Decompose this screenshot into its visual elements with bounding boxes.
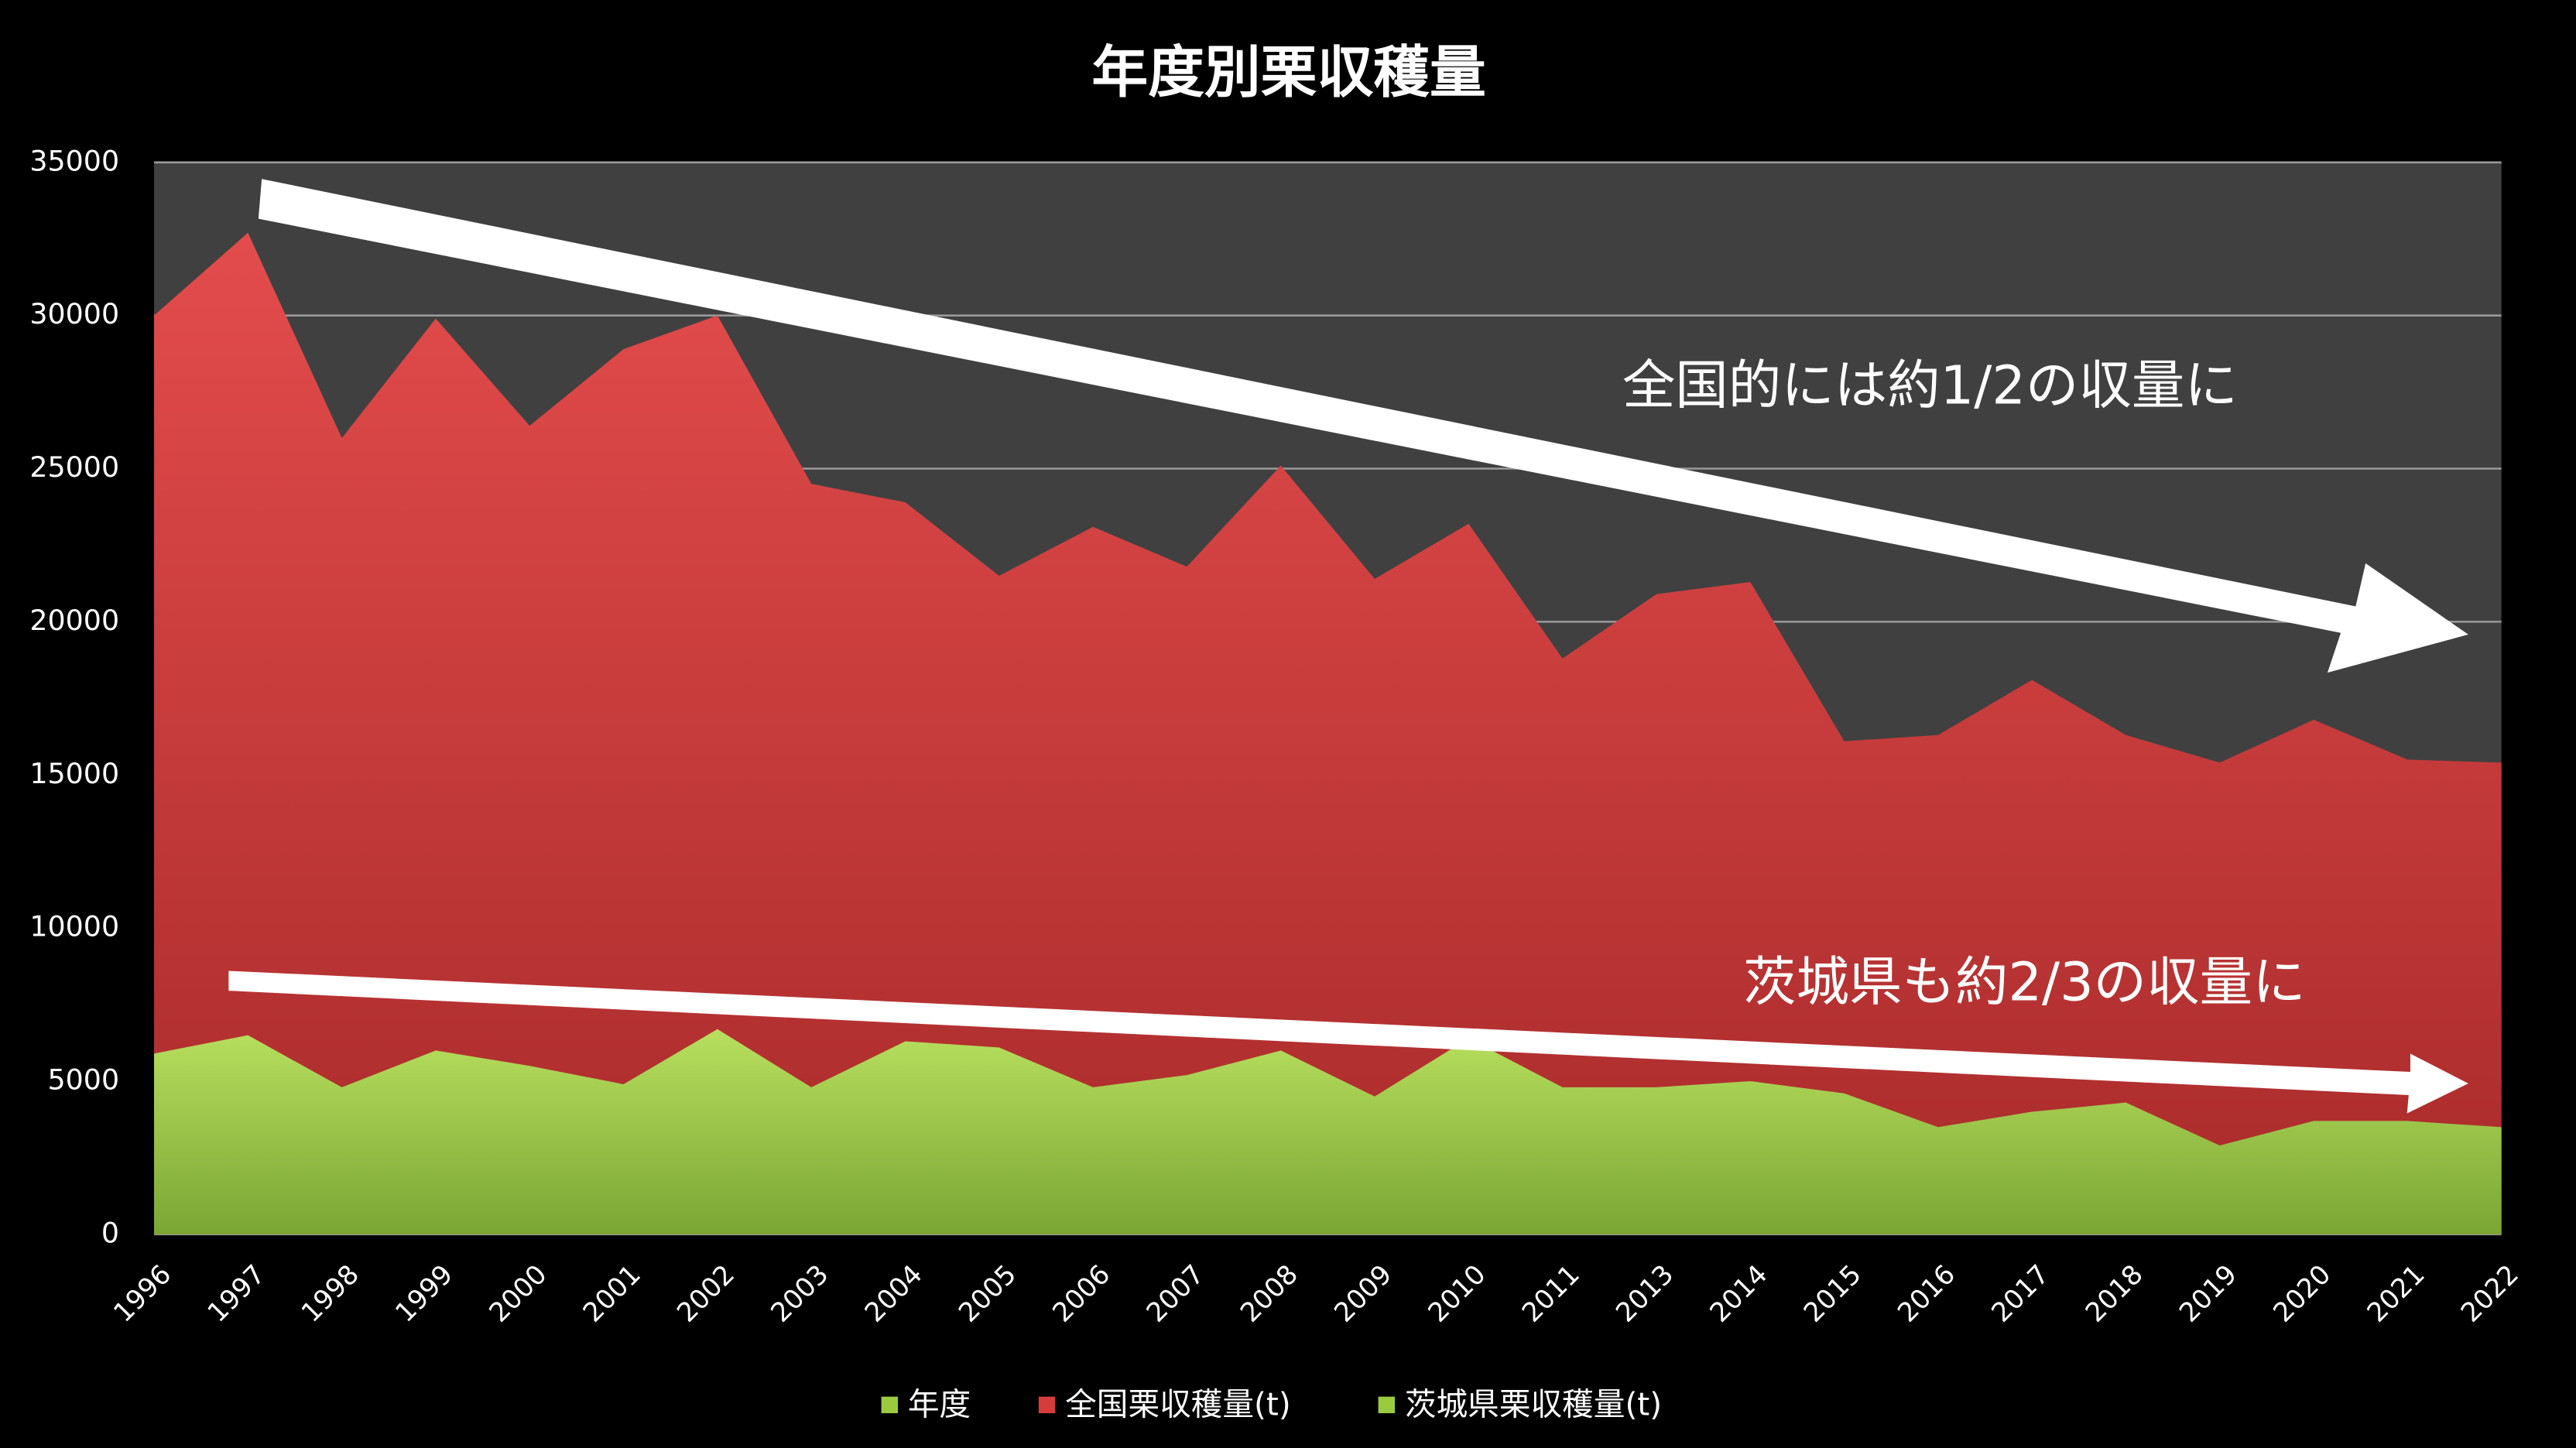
annotation: 茨城県も約2/3の収量に [1743,951,2305,1013]
y-tick-label: 0 [101,1216,119,1249]
trend-arrow [258,179,2468,673]
legend-label: 年度 [908,1385,971,1422]
annotation: 全国的には約1/2の収量に [1622,355,2238,417]
legend-marker [1378,1396,1396,1414]
y-tick-label: 15000 [29,757,119,790]
y-tick-label: 35000 [29,144,119,177]
trend-arrow [228,970,2468,1114]
y-tick-label: 10000 [29,910,119,943]
legend-marker [1038,1396,1056,1414]
area [154,1029,2502,1234]
legend-label: 全国栗収穫量(t) [1065,1385,1291,1422]
y-tick-label: 20000 [29,604,119,637]
legend-label: 茨城県栗収穫量(t) [1405,1385,1662,1422]
y-tick-label: 5000 [48,1063,120,1096]
y-tick-label: 25000 [29,450,119,484]
y-tick-label: 30000 [29,297,119,330]
legend-marker [881,1396,898,1414]
area [154,232,2502,1234]
chart-title: 年度別栗収穫量 [1091,39,1485,105]
